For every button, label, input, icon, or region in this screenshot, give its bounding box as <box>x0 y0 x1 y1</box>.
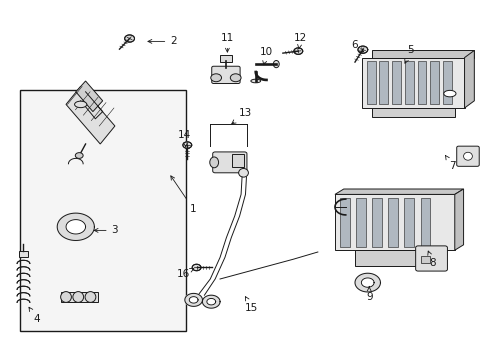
Bar <box>404 198 413 247</box>
Polygon shape <box>184 293 202 306</box>
Bar <box>417 61 426 104</box>
Ellipse shape <box>210 74 221 82</box>
Bar <box>371 108 454 117</box>
Polygon shape <box>334 189 463 194</box>
Circle shape <box>75 153 83 158</box>
Bar <box>355 198 365 247</box>
Polygon shape <box>66 220 85 234</box>
Polygon shape <box>57 213 94 240</box>
Text: 7: 7 <box>445 156 455 171</box>
Ellipse shape <box>61 292 71 302</box>
Bar <box>220 55 231 62</box>
Bar <box>391 61 400 104</box>
Polygon shape <box>202 295 220 308</box>
Ellipse shape <box>230 74 241 82</box>
FancyBboxPatch shape <box>456 146 478 166</box>
Text: 12: 12 <box>293 33 307 49</box>
Polygon shape <box>357 46 367 53</box>
Bar <box>61 292 98 302</box>
Ellipse shape <box>463 152 471 160</box>
Ellipse shape <box>238 168 248 177</box>
Polygon shape <box>183 142 191 148</box>
Text: 16: 16 <box>176 269 193 279</box>
Polygon shape <box>76 81 102 112</box>
Polygon shape <box>206 298 215 305</box>
Bar <box>19 251 28 257</box>
Bar <box>334 194 454 250</box>
Ellipse shape <box>74 101 87 108</box>
Ellipse shape <box>443 90 455 97</box>
Text: 4: 4 <box>29 307 40 324</box>
Polygon shape <box>124 35 134 42</box>
Bar <box>387 198 397 247</box>
Polygon shape <box>354 273 380 292</box>
Polygon shape <box>361 278 373 287</box>
Text: 3: 3 <box>94 225 118 235</box>
Text: 8: 8 <box>427 251 435 268</box>
Bar <box>420 198 429 247</box>
Bar <box>379 61 387 104</box>
Text: 2: 2 <box>148 36 177 46</box>
Polygon shape <box>464 50 473 108</box>
Bar <box>354 250 429 266</box>
Bar <box>20 90 185 331</box>
Polygon shape <box>192 264 201 271</box>
Ellipse shape <box>273 60 279 68</box>
Text: 10: 10 <box>260 47 272 65</box>
Bar <box>361 58 464 108</box>
Bar <box>429 61 438 104</box>
Bar <box>366 61 375 104</box>
Text: 5: 5 <box>404 45 413 63</box>
Bar <box>442 61 451 104</box>
Ellipse shape <box>250 79 260 83</box>
Text: 6: 6 <box>350 40 363 51</box>
Bar <box>404 61 413 104</box>
Ellipse shape <box>73 292 83 302</box>
Bar <box>371 198 381 247</box>
Text: 14: 14 <box>178 130 191 147</box>
Text: 9: 9 <box>365 287 372 302</box>
Text: 11: 11 <box>220 33 234 52</box>
Polygon shape <box>66 86 115 144</box>
FancyBboxPatch shape <box>211 66 240 84</box>
Polygon shape <box>293 48 302 54</box>
Bar <box>232 154 244 167</box>
FancyBboxPatch shape <box>415 246 447 271</box>
Bar <box>420 256 429 263</box>
Ellipse shape <box>85 292 96 302</box>
FancyBboxPatch shape <box>212 152 246 173</box>
Text: 15: 15 <box>244 297 258 313</box>
Polygon shape <box>371 50 473 58</box>
Bar <box>339 198 349 247</box>
Polygon shape <box>454 189 463 250</box>
Polygon shape <box>189 297 198 303</box>
Ellipse shape <box>209 157 218 168</box>
Text: 13: 13 <box>231 108 252 124</box>
Text: 1: 1 <box>170 176 196 214</box>
